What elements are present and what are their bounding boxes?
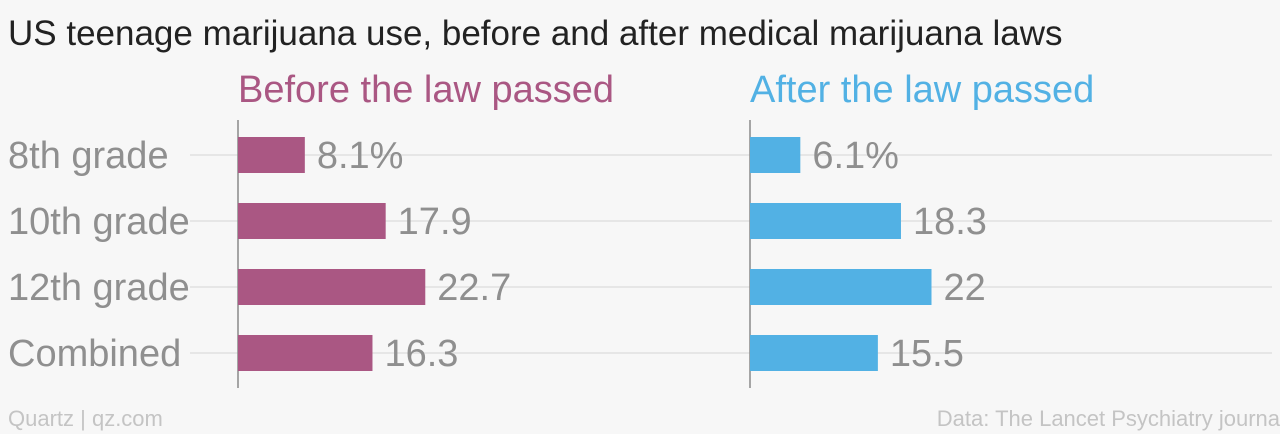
category-label: Combined — [8, 333, 181, 375]
value-label-before: 16.3 — [384, 333, 458, 375]
bar-after — [750, 335, 878, 371]
bar-before — [238, 203, 386, 239]
bars — [238, 137, 932, 371]
panel-title-before: Before the law passed — [238, 69, 614, 111]
value-label-after: 22 — [944, 267, 986, 309]
category-labels: 8th grade 10th grade 12th grade Combined — [8, 135, 190, 375]
value-label-after: 6.1% — [812, 135, 899, 177]
bar-before — [238, 269, 426, 305]
value-label-before: 22.7 — [437, 267, 511, 309]
category-label: 8th grade — [8, 135, 169, 177]
category-label: 10th grade — [8, 201, 190, 243]
bar-before — [238, 335, 373, 371]
footer-source-left: Quartz | qz.com — [8, 406, 163, 431]
bar-after — [750, 137, 801, 173]
panel-title-after: After the law passed — [750, 69, 1094, 111]
value-labels: 8.1% 17.9 22.7 16.3 6.1% 18.3 22 15.5 — [317, 135, 987, 375]
bar-after — [750, 203, 901, 239]
grid-lines — [190, 154, 1272, 354]
value-label-after: 18.3 — [913, 201, 987, 243]
footer-source-right: Data: The Lancet Psychiatry journa — [937, 406, 1280, 431]
bar-after — [750, 269, 932, 305]
chart-title: US teenage marijuana use, before and aft… — [8, 14, 1062, 53]
bar-before — [238, 137, 305, 173]
value-label-before: 8.1% — [317, 135, 404, 177]
category-label: 12th grade — [8, 267, 190, 309]
value-label-after: 15.5 — [890, 333, 964, 375]
value-label-before: 17.9 — [398, 201, 472, 243]
